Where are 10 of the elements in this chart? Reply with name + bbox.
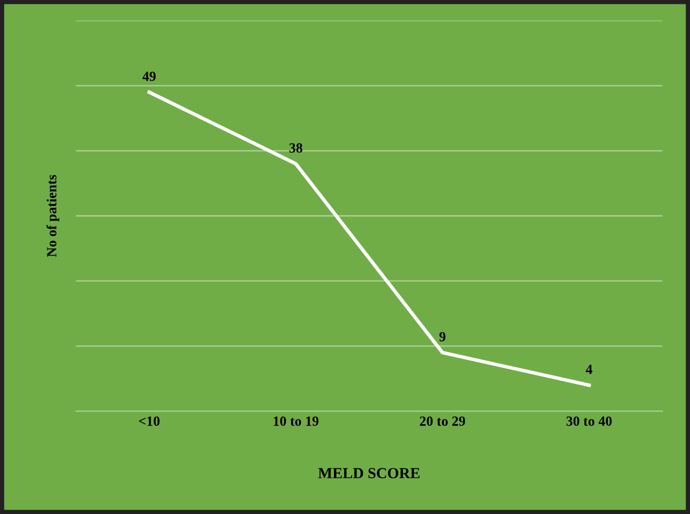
- y-axis-title: No of patients: [46, 174, 60, 257]
- x-axis-title: MELD SCORE: [318, 468, 420, 478]
- data-label: 49: [142, 72, 156, 82]
- x-tick-label: 10 to 19: [274, 416, 318, 426]
- x-tick-label: 30 to 40: [566, 416, 612, 426]
- data-label: 4: [586, 364, 592, 374]
- data-label: 38: [289, 143, 302, 153]
- data-label: 9: [439, 332, 446, 342]
- x-tick-label: 20 to 29: [420, 416, 466, 426]
- x-tick-label: <10: [139, 416, 160, 426]
